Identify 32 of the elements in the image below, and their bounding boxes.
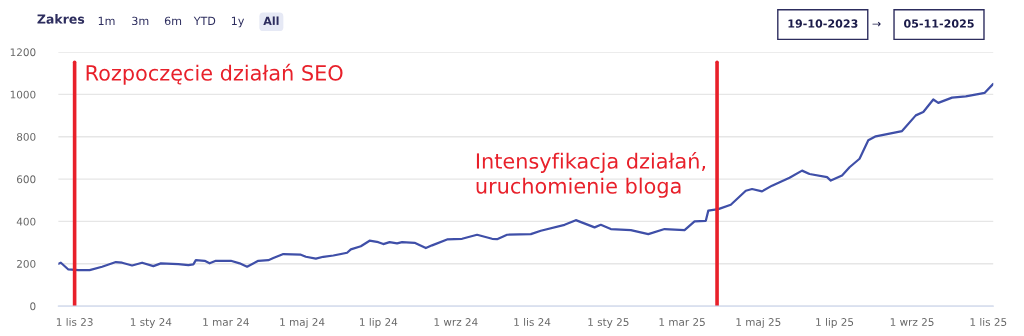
- y-tick-label: 400: [16, 217, 36, 226]
- x-tick-label: 1 lip 25: [816, 317, 854, 328]
- x-tick-label: 1 lis 24: [514, 317, 551, 326]
- x-tick-label: 1 wrz 24: [434, 318, 478, 326]
- ref-line-label: Rozpoczęcie działań SEO: [86, 63, 343, 85]
- x-tick-label: 1 sty 24: [130, 318, 172, 328]
- x-tick-label: 1 sty 25: [588, 318, 629, 328]
- y-tick-label: 800: [16, 132, 36, 141]
- text: 1y: [231, 16, 245, 28]
- text: YTD: [193, 16, 216, 25]
- text: All: [263, 16, 279, 25]
- text: 3m: [132, 16, 149, 26]
- y-tick-label: 0: [30, 302, 36, 311]
- x-tick-label: 1 maj 24: [280, 317, 325, 328]
- text: 6m: [164, 16, 182, 26]
- x-tick-label: 1 mar 24: [203, 318, 249, 326]
- y-tick-label: 1200: [10, 48, 36, 57]
- text: 1m: [98, 16, 115, 25]
- text: Zakres: [37, 14, 85, 24]
- text: 05-11-2025: [904, 19, 974, 28]
- y-tick-label: 200: [17, 259, 36, 268]
- x-tick-label: 1 wrz 25: [890, 318, 934, 326]
- x-tick-label: 1 lis 23: [56, 317, 93, 326]
- x-tick-label: 1 lis 25: [970, 317, 1007, 326]
- x-tick-label: 1 maj 25: [736, 317, 781, 328]
- x-tick-label: 1 lip 24: [360, 317, 398, 328]
- ref-line-label: Intensyfikacja działań, uruchomienie bloga: [476, 151, 706, 198]
- y-tick-label: 600: [16, 175, 36, 184]
- y-tick-label: 1000: [10, 90, 36, 99]
- x-tick-label: 1 mar 25: [659, 318, 705, 326]
- text: 19-10-2023: [788, 19, 858, 28]
- text: →: [872, 21, 881, 27]
